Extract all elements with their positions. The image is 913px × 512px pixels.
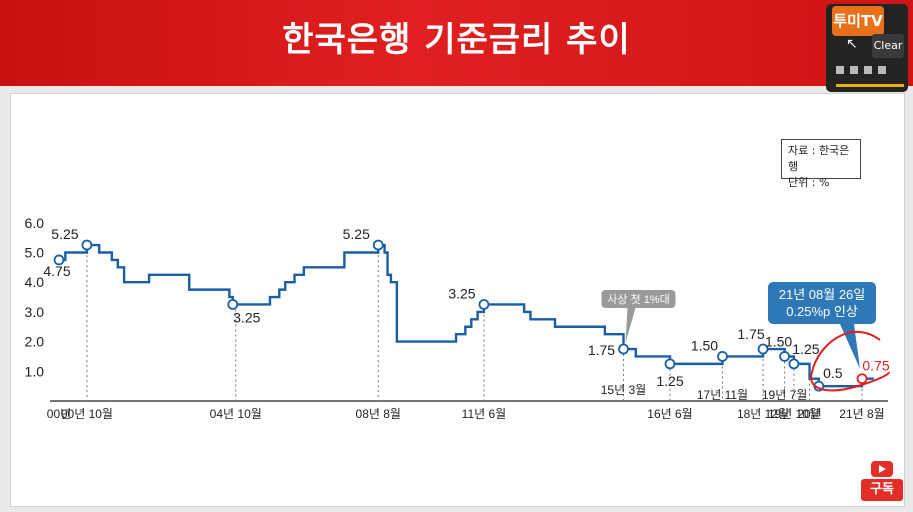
note-callout-box [601, 290, 676, 308]
data-label: 1.75 [588, 342, 615, 358]
marker-tool-icon[interactable] [850, 66, 858, 74]
camera-tool-icon[interactable] [878, 66, 886, 74]
data-point-marker [372, 239, 384, 251]
hike-callout-text: 0.25%p 인상 [786, 304, 858, 319]
data-label: 5.25 [51, 226, 78, 242]
x-tick-label: 21년 8월 [839, 407, 884, 421]
x-tick-label: 19년 10월 [768, 407, 820, 421]
eraser-tool-icon[interactable] [864, 66, 872, 74]
y-tick-label: 5.0 [25, 245, 45, 261]
x-tick-label: 20년 [797, 407, 821, 421]
y-tick-label: 6.0 [25, 215, 45, 231]
unit-line: 단위 : % [788, 176, 830, 189]
x-tick-label: 16년 6월 [647, 407, 692, 421]
note-callout-text: 사상 첫 1%대 [607, 293, 670, 306]
tool-color-bar [836, 84, 904, 87]
tool-row [836, 66, 904, 78]
clear-button[interactable]: Clear [872, 34, 904, 58]
channel-logo: 투미TV [832, 6, 884, 36]
source-line: 자료 : 한국은행 [788, 144, 850, 173]
cursor-icon[interactable]: ↖ [846, 36, 858, 52]
data-label: 1.50 [765, 333, 792, 349]
data-label: 0.5 [823, 365, 843, 381]
data-point-marker [779, 351, 791, 362]
subscribe-button[interactable]: 구독 [861, 479, 903, 501]
data-label: 4.75 [43, 263, 70, 279]
data-label: 3.25 [233, 309, 260, 325]
data-point-marker [717, 351, 728, 362]
data-point-marker [81, 239, 93, 251]
youtube-icon [871, 461, 893, 477]
x-tick-label: 11년 6월 [462, 407, 507, 421]
rate-series-line [59, 243, 874, 388]
x-tick-label: 00년 10월 [61, 407, 113, 421]
data-point-marker [53, 254, 65, 266]
y-tick-label: 1.0 [25, 363, 45, 379]
page-title: 한국은행 기준금리 추이 [282, 20, 631, 60]
header-banner: 한국은행 기준금리 추이 [0, 0, 913, 86]
x-tick-label: 00년 [47, 407, 71, 421]
data-point-marker [757, 343, 769, 355]
data-point-marker [227, 299, 239, 310]
hike-callout-box [768, 282, 876, 324]
data-label: 1.75 [737, 326, 764, 342]
x-tick-label: 19년 7월 [762, 388, 807, 402]
note-callout-pointer [625, 308, 636, 344]
highlight-circle [810, 330, 891, 392]
data-label: 1.25 [656, 373, 683, 389]
data-label: 1.50 [691, 337, 718, 353]
data-label: 3.25 [448, 285, 475, 301]
chart-panel [10, 93, 905, 507]
x-tick-label: 18년 12월 [737, 407, 789, 421]
data-point-marker [788, 358, 800, 370]
source-note: 자료 : 한국은행 단위 : % [781, 139, 861, 189]
x-tick-label: 04년 10월 [210, 407, 262, 421]
data-label: 1.25 [792, 341, 819, 357]
data-label: 5.25 [343, 226, 370, 242]
x-tick-label: 15년 3월 [601, 383, 646, 397]
x-tick-label: 17년 11월 [697, 388, 748, 402]
data-point-marker [856, 373, 868, 385]
x-tick-label: 08년 8월 [356, 407, 401, 421]
data-point-marker [664, 358, 676, 370]
data-point-marker [618, 343, 629, 355]
hike-callout-text: 21년 08월 26일 [779, 287, 865, 302]
pen-tool-icon[interactable] [836, 66, 844, 74]
hike-callout-pointer [840, 324, 860, 369]
y-tick-label: 4.0 [25, 274, 45, 290]
y-tick-label: 2.0 [25, 334, 45, 350]
data-label: 0.75 [862, 358, 889, 374]
data-point-marker [478, 299, 490, 310]
subscribe-widget[interactable]: 구독 [861, 461, 903, 501]
y-tick-label: 3.0 [25, 304, 45, 320]
